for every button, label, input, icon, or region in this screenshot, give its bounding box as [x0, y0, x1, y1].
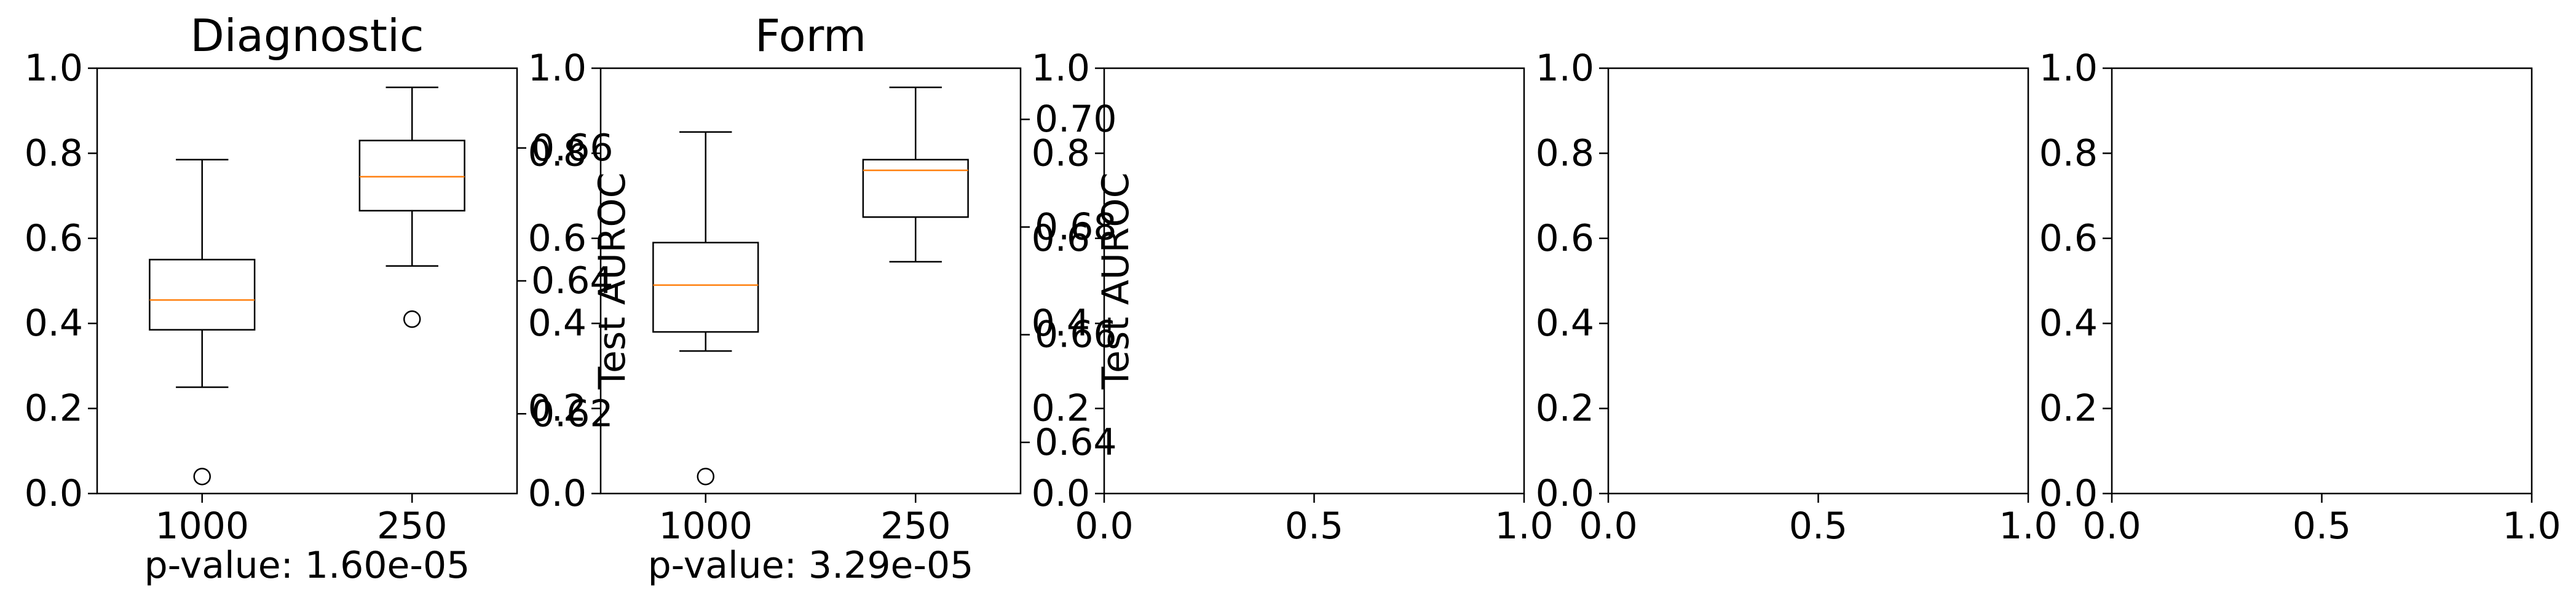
outlier-point: [403, 310, 421, 328]
x-tick-label: 0.5: [1285, 505, 1343, 548]
subplot-1: 0.0 0.2 0.4 0.6 0.8 1.0 Diagnostic 1000 250p-val…: [25, 10, 634, 587]
box-iqr: [652, 242, 759, 333]
p-value-label: p-value: 1.60e-05: [144, 544, 470, 587]
y-tick-label: 0.6: [1536, 217, 1594, 260]
y-tick-label: 1.0: [528, 47, 587, 90]
y-tick-label: 0.4: [2039, 302, 2098, 345]
plot-area-frame: [599, 67, 1022, 495]
y-tick-label: 0.0: [1032, 472, 1090, 515]
x-tick-label: 0.0: [1075, 505, 1133, 548]
twin-y-tick-label: 0.68: [1035, 205, 1117, 248]
y-tick-label: 0.6: [2039, 217, 2098, 260]
twin-y-tick-label: 0.64: [1035, 421, 1117, 464]
y-tick-label: 0.8: [1536, 132, 1594, 175]
x-tick-label: 1.0: [2502, 505, 2561, 548]
twin-y-tick-label: 0.64: [531, 259, 614, 302]
y-tick-label: 1.0: [1536, 47, 1594, 90]
y-tick-label: 0.6: [25, 217, 83, 260]
x-tick-label: 0.0: [1579, 505, 1637, 548]
twin-y-tick-label: 0.62: [531, 392, 614, 435]
subplot-4: 0.0 0.2 0.4 0.6 0.8 1.0 0.0 0.5 1.0: [1536, 47, 2058, 548]
subplot-5: 0.0 0.2 0.4 0.6 0.8 1.0 0.0 0.5 1.0: [2039, 47, 2561, 548]
x-tick-label: 250: [880, 505, 951, 548]
y-tick-label: 0.8: [528, 132, 587, 175]
x-tick-label: 250: [377, 505, 448, 548]
y-tick-label: 0.8: [2039, 132, 2098, 175]
y-tick-label: 0.2: [2039, 387, 2098, 430]
twin-y-tick-label: 0.66: [531, 127, 614, 170]
subplot-3: 0.0 0.2 0.4 0.6 0.8 1.0 0.0 0.5 1.0: [1032, 47, 1554, 548]
y-tick-label: 0.4: [528, 302, 587, 345]
plot-area-frame: [1103, 67, 1525, 495]
twin-y-tick-label: 0.66: [1035, 313, 1117, 356]
y-tick-label: 0.0: [2039, 472, 2098, 515]
y-tick-label: 1.0: [25, 47, 83, 90]
subplot-title: Form: [755, 10, 866, 61]
x-tick-label: 1000: [155, 505, 249, 548]
y-tick-label: 1.0: [2039, 47, 2098, 90]
x-tick-label: 0.0: [2082, 505, 2141, 548]
y-tick-label: 0.0: [528, 472, 587, 515]
outlier-point: [697, 468, 714, 486]
subplot-title: Diagnostic: [190, 10, 424, 61]
y-tick-label: 0.2: [25, 387, 83, 430]
twin-y-axis-label: Test AUROC: [1094, 173, 1137, 390]
twin-y-axis-label: Test AUROC: [591, 173, 634, 390]
box-iqr: [862, 159, 969, 218]
x-tick-label: 0.5: [2293, 505, 2351, 548]
p-value-label: p-value: 3.29e-05: [648, 544, 974, 587]
plot-area-frame: [2111, 67, 2533, 495]
box-iqr: [149, 259, 256, 331]
y-tick-label: 0.0: [1536, 472, 1594, 515]
plot-area-frame: [96, 67, 518, 495]
y-tick-label: 0.0: [25, 472, 83, 515]
y-tick-label: 0.4: [1032, 302, 1090, 345]
box-1000: [149, 159, 256, 486]
box-250: [358, 86, 465, 328]
y-tick-label: 0.6: [1032, 217, 1090, 260]
x-tick-label: 0.5: [1789, 505, 1847, 548]
plot-area-frame: [1607, 67, 2029, 495]
box-250: [862, 86, 969, 263]
y-tick-label: 1.0: [1032, 47, 1090, 90]
y-tick-label: 0.4: [1536, 302, 1594, 345]
y-tick-label: 0.2: [1536, 387, 1594, 430]
x-tick-label: 1000: [658, 505, 753, 548]
y-tick-label: 0.8: [25, 132, 83, 175]
box-iqr: [358, 140, 465, 212]
y-tick-label: 0.6: [528, 217, 587, 260]
y-tick-label: 0.8: [1032, 132, 1090, 175]
x-tick-label: 1.0: [1999, 505, 2057, 548]
y-tick-label: 0.4: [25, 302, 83, 345]
outlier-point: [193, 468, 211, 486]
y-tick-label: 0.2: [528, 387, 587, 430]
box-1000: [652, 131, 759, 486]
y-tick-label: 0.2: [1032, 387, 1090, 430]
twin-y-tick-label: 0.70: [1035, 98, 1117, 141]
x-tick-label: 1.0: [1495, 505, 1553, 548]
